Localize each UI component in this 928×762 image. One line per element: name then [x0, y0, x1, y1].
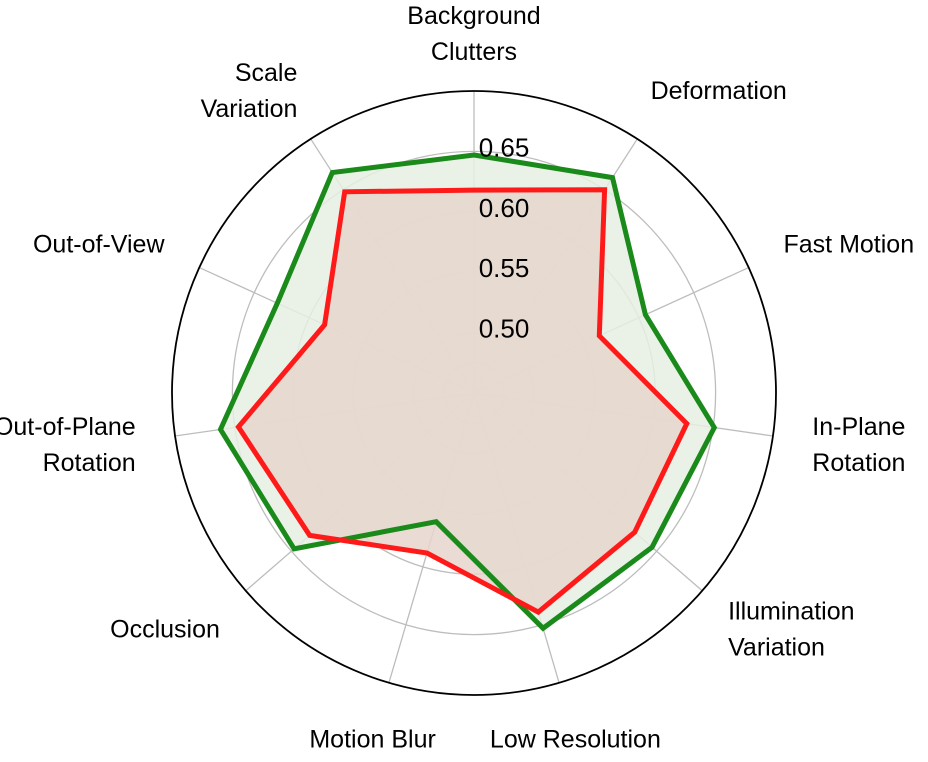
axis-label-line: Background: [407, 2, 540, 30]
axis-label-line: Rotation: [812, 449, 905, 477]
r-tick-label: 0.65: [479, 132, 530, 162]
axis-label-line: Low Resolution: [490, 725, 661, 753]
series-2-fill: [238, 189, 687, 613]
axis-label-line: In-Plane: [812, 413, 905, 441]
axis-label-6: Low Resolution: [490, 725, 661, 753]
axis-label-line: Variation: [201, 95, 298, 123]
axis-label-8: Occlusion: [110, 616, 220, 644]
r-tick-label: 0.55: [479, 253, 530, 283]
r-tick-label: 0.60: [479, 193, 530, 223]
axis-label-10: Out-of-View: [33, 231, 165, 259]
axis-label-11: Scale Variation: [201, 59, 298, 123]
series: [217, 152, 718, 632]
axis-label-7: Motion Blur: [309, 725, 435, 753]
axis-label-line: Variation: [728, 634, 825, 662]
axis-label-line: Motion Blur: [309, 725, 435, 753]
axis-label-line: Deformation: [651, 77, 787, 105]
axis-labels: Background Clutters Deformation Fast Motion…: [0, 2, 914, 753]
axis-label-4: In-Plane Rotation: [812, 413, 905, 477]
axis-label-line: Clutters: [431, 38, 517, 66]
axis-label-5: Illumination Variation: [728, 598, 854, 662]
axis-label-line: Fast Motion: [784, 231, 915, 259]
axis-label-1: Background Clutters: [407, 2, 540, 66]
axis-label-line: Occlusion: [110, 616, 220, 644]
r-tick-label: 0.50: [479, 314, 530, 344]
axis-label-line: Rotation: [43, 449, 136, 477]
axis-label-line: Out-of-Plane: [0, 413, 136, 441]
axis-label-2: Deformation: [651, 77, 787, 105]
outer-frame: [171, 90, 777, 696]
axis-label-line: Out-of-View: [33, 231, 165, 259]
axis-label-3: Fast Motion: [784, 231, 915, 259]
axis-label-line: Illumination: [728, 598, 854, 626]
axis-label-9: Out-of-Plane Rotation: [0, 413, 136, 477]
radial-ticks: 0.50 0.55 0.60 0.65: [479, 132, 530, 343]
series-2-line: [235, 187, 690, 616]
series-1-line: [217, 152, 718, 632]
axis-label-line: Scale: [235, 59, 298, 87]
